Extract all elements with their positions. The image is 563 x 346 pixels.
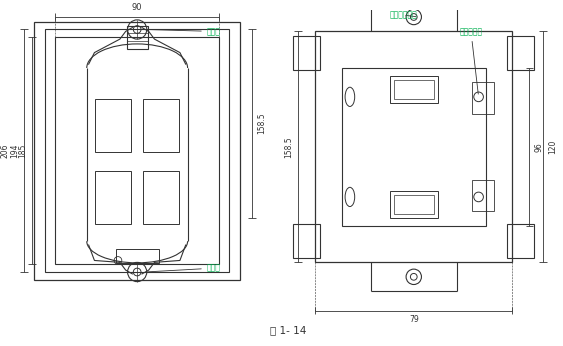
Text: 安装孔: 安装孔 [148, 27, 221, 36]
Bar [507, 36, 534, 70]
Bar [315, 31, 512, 262]
Text: 194: 194 [11, 144, 20, 158]
Bar [293, 224, 320, 257]
Text: 206: 206 [1, 144, 10, 158]
Bar [394, 195, 434, 214]
Text: 96: 96 [534, 142, 543, 152]
Bar [390, 191, 438, 218]
Bar [95, 171, 131, 224]
Text: 158.5: 158.5 [284, 136, 293, 158]
Bar [143, 171, 180, 224]
Text: 探测器固定孔: 探测器固定孔 [389, 10, 417, 20]
Bar [55, 37, 219, 264]
Text: 图 1- 14: 图 1- 14 [270, 325, 307, 335]
Bar [293, 36, 320, 70]
Bar [390, 76, 438, 103]
Bar [472, 180, 494, 211]
Bar [342, 68, 486, 226]
Bar [95, 99, 131, 152]
Bar [143, 99, 180, 152]
Text: 120: 120 [548, 140, 557, 154]
Text: 安装孔: 安装孔 [148, 264, 221, 273]
Bar [127, 26, 148, 49]
Bar [472, 82, 494, 114]
Text: 79: 79 [409, 315, 419, 324]
Bar [34, 22, 240, 280]
Text: 支架安装孔: 支架安装孔 [459, 27, 482, 94]
Bar [115, 249, 159, 263]
Text: 90: 90 [132, 3, 142, 12]
Bar [394, 80, 434, 99]
Bar [46, 29, 229, 272]
Text: 185: 185 [18, 144, 27, 158]
Text: 158.5: 158.5 [257, 113, 266, 135]
Bar [507, 224, 534, 257]
